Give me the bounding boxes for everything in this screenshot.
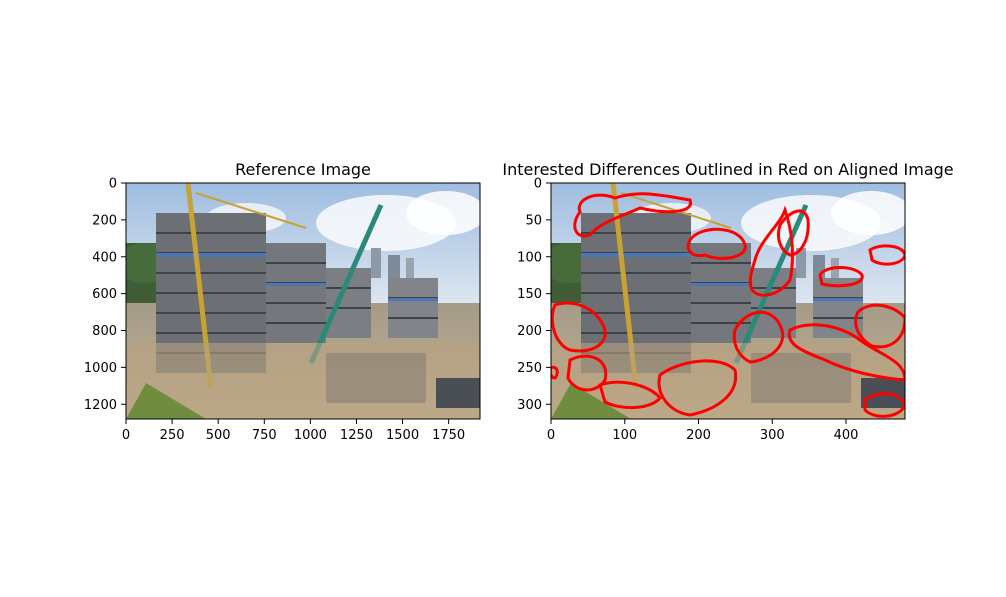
reference-image-panel: 0 250 500 750 1000 1250 1500 1750 0 200 400 600 800 1… bbox=[84, 160, 486, 444]
right-x-tick-label: 100 bbox=[612, 428, 637, 443]
right-x-tick-label: 0 bbox=[547, 428, 555, 443]
left-x-tick-label: 1000 bbox=[294, 428, 327, 443]
left-axes-frame bbox=[125, 182, 481, 420]
left-y-tick-label: 600 bbox=[92, 287, 117, 302]
aligned-image-panel: 0 100 200 300 400 0 50 100 150 200 250 300 Interest… bbox=[502, 160, 953, 443]
right-y-tick-label: 150 bbox=[517, 287, 542, 302]
left-x-tick-label: 1750 bbox=[432, 428, 465, 443]
right-y-tick-label: 0 bbox=[534, 177, 542, 192]
right-x-tick-label: 300 bbox=[760, 428, 785, 443]
right-y-tick-label: 100 bbox=[517, 250, 542, 265]
right-axes-frame bbox=[550, 182, 906, 420]
left-x-tick-label: 500 bbox=[206, 428, 231, 443]
left-x-tick-label: 750 bbox=[252, 428, 277, 443]
left-axis-ticks: 0 250 500 750 1000 1250 1500 1750 0 200 400 600 800 1… bbox=[84, 177, 465, 444]
left-x-tick-label: 1250 bbox=[340, 428, 373, 443]
right-x-tick-label: 200 bbox=[686, 428, 711, 443]
left-x-tick-label: 250 bbox=[160, 428, 185, 443]
left-y-tick-label: 1000 bbox=[84, 361, 117, 376]
left-y-tick-label: 1200 bbox=[84, 398, 117, 413]
right-panel-title: Interested Differences Outlined in Red o… bbox=[502, 160, 953, 179]
reference-image bbox=[116, 183, 486, 419]
left-y-tick-label: 400 bbox=[92, 250, 117, 265]
left-y-tick-label: 800 bbox=[92, 324, 117, 339]
right-y-tick-label: 250 bbox=[517, 361, 542, 376]
right-y-tick-label: 50 bbox=[525, 213, 542, 228]
difference-outlines bbox=[551, 192, 905, 418]
aligned-image bbox=[551, 183, 905, 419]
left-x-tick-label: 1500 bbox=[386, 428, 419, 443]
left-y-tick-label: 0 bbox=[109, 177, 117, 192]
left-x-tick-label: 0 bbox=[122, 428, 130, 443]
right-x-tick-label: 400 bbox=[834, 428, 859, 443]
right-axis-ticks: 0 100 200 300 400 0 50 100 150 200 250 300 bbox=[517, 177, 858, 444]
right-y-tick-label: 300 bbox=[517, 398, 542, 413]
right-y-tick-label: 200 bbox=[517, 324, 542, 339]
left-y-tick-label: 200 bbox=[92, 213, 117, 228]
left-panel-title: Reference Image bbox=[235, 160, 371, 179]
